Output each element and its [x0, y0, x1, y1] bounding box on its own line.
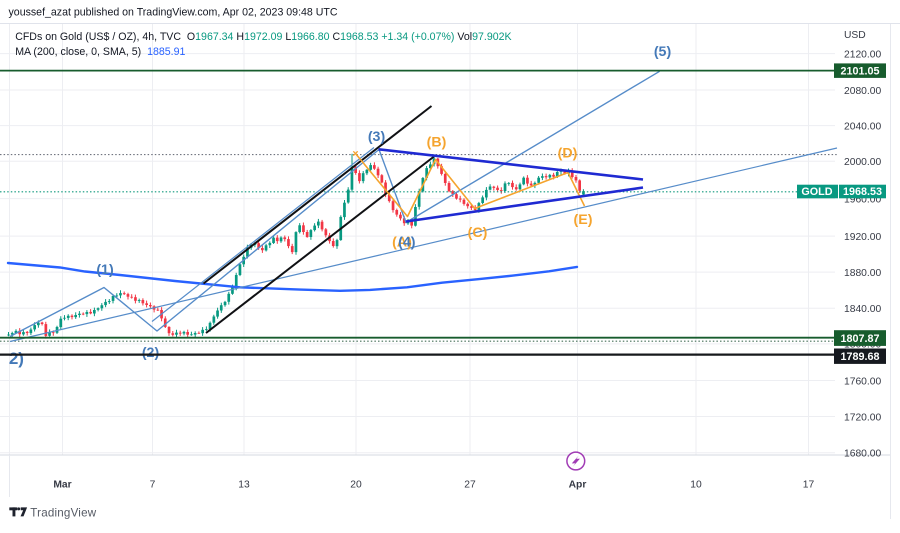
- svg-text:1680.00: 1680.00: [844, 449, 881, 460]
- svg-text:2): 2): [9, 349, 24, 368]
- svg-text:1920.00: 1920.00: [844, 232, 881, 243]
- svg-text:10: 10: [690, 480, 702, 491]
- svg-text:youssef_azat published on Trad: youssef_azat published on TradingView.co…: [9, 7, 338, 19]
- svg-text:1880.00: 1880.00: [844, 268, 881, 279]
- svg-text:13: 13: [238, 480, 250, 491]
- svg-text:1807.87: 1807.87: [840, 333, 879, 345]
- svg-text:(4): (4): [398, 235, 416, 251]
- svg-text:1760.00: 1760.00: [844, 376, 881, 387]
- svg-text:(E): (E): [574, 212, 593, 228]
- svg-text:27: 27: [464, 480, 476, 491]
- svg-text:(5): (5): [654, 44, 672, 60]
- svg-text:(A): (A): [392, 235, 412, 251]
- svg-text:1789.68: 1789.68: [840, 351, 879, 363]
- svg-text:1968.53: 1968.53: [843, 186, 882, 198]
- svg-text:(D): (D): [558, 146, 578, 162]
- svg-text:TradingView: TradingView: [30, 507, 96, 520]
- svg-text:(1): (1): [96, 262, 114, 278]
- svg-text:7: 7: [150, 480, 156, 491]
- svg-text:(B): (B): [427, 135, 447, 151]
- svg-text:GOLD: GOLD: [801, 186, 832, 198]
- svg-text:MA (200, close, 0, SMA, 5) 18: MA (200, close, 0, SMA, 5) 1885.91: [15, 46, 185, 58]
- svg-text:2120.00: 2120.00: [844, 50, 881, 61]
- svg-text:Mar: Mar: [53, 480, 71, 491]
- svg-text:(3): (3): [368, 129, 386, 145]
- svg-text:2040.00: 2040.00: [844, 122, 881, 133]
- svg-text:1960.00: 1960.00: [844, 195, 881, 206]
- svg-text:2000.00: 2000.00: [844, 157, 881, 168]
- svg-text:(2): (2): [142, 345, 160, 361]
- svg-text:2101.05: 2101.05: [840, 65, 879, 77]
- svg-text:2080.00: 2080.00: [844, 86, 881, 97]
- svg-text:17: 17: [803, 480, 815, 491]
- svg-text:1720.00: 1720.00: [844, 412, 881, 423]
- svg-text:USD: USD: [844, 30, 866, 41]
- svg-text:1840.00: 1840.00: [844, 304, 881, 315]
- svg-text:20: 20: [350, 480, 362, 491]
- svg-text:(C): (C): [468, 225, 488, 241]
- svg-text:CFDs on Gold (US$ / OZ), 4h, T: CFDs on Gold (US$ / OZ), 4h, TVC O1967.3…: [15, 31, 511, 43]
- svg-text:Apr: Apr: [569, 480, 587, 491]
